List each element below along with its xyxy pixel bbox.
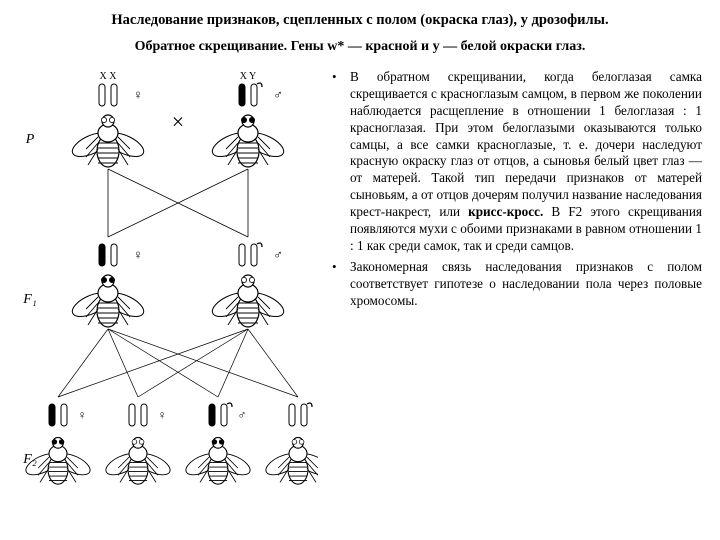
bullet-text: Закономерная связь наследования признако… — [350, 259, 702, 310]
bullet-item: •В обратном скрещивании, когда белоглаза… — [332, 69, 702, 255]
title-line-1: Наследование признаков, сцепленных с пол… — [18, 12, 702, 29]
svg-text:X X: X X — [100, 71, 118, 82]
svg-text:♂: ♂ — [238, 408, 247, 422]
bullet-list: •В обратном скрещивании, когда белоглаза… — [332, 69, 702, 309]
main-content: PX X♀×X Y♂F₁♀♂F₂♀♀♂♂ •В обратном скрещив… — [18, 69, 702, 509]
svg-text:♂: ♂ — [273, 87, 283, 102]
svg-text:♂: ♂ — [273, 247, 283, 262]
svg-text:♂: ♂ — [318, 408, 319, 422]
inheritance-diagram: PX X♀×X Y♂F₁♀♂F₂♀♀♂♂ — [18, 69, 318, 509]
svg-text:P: P — [25, 132, 35, 147]
diagram-panel: PX X♀×X Y♂F₁♀♂F₂♀♀♂♂ — [18, 69, 318, 509]
bullet-marker: • — [332, 259, 350, 310]
svg-text:♀: ♀ — [133, 247, 143, 262]
bullet-marker: • — [332, 69, 350, 255]
svg-text:X Y: X Y — [240, 71, 257, 82]
svg-text:♀: ♀ — [78, 408, 87, 422]
title-line-2: Обратное скрещивание. Гены w* — красной … — [18, 39, 702, 55]
svg-text:F₁: F₁ — [22, 292, 36, 307]
svg-text:×: × — [172, 109, 184, 134]
bullet-text: В обратном скрещивании, когда белоглазая… — [350, 69, 702, 255]
bullet-item: •Закономерная связь наследования признак… — [332, 259, 702, 310]
svg-text:♀: ♀ — [158, 408, 167, 422]
svg-text:♀: ♀ — [133, 87, 143, 102]
text-panel: •В обратном скрещивании, когда белоглаза… — [332, 69, 702, 509]
